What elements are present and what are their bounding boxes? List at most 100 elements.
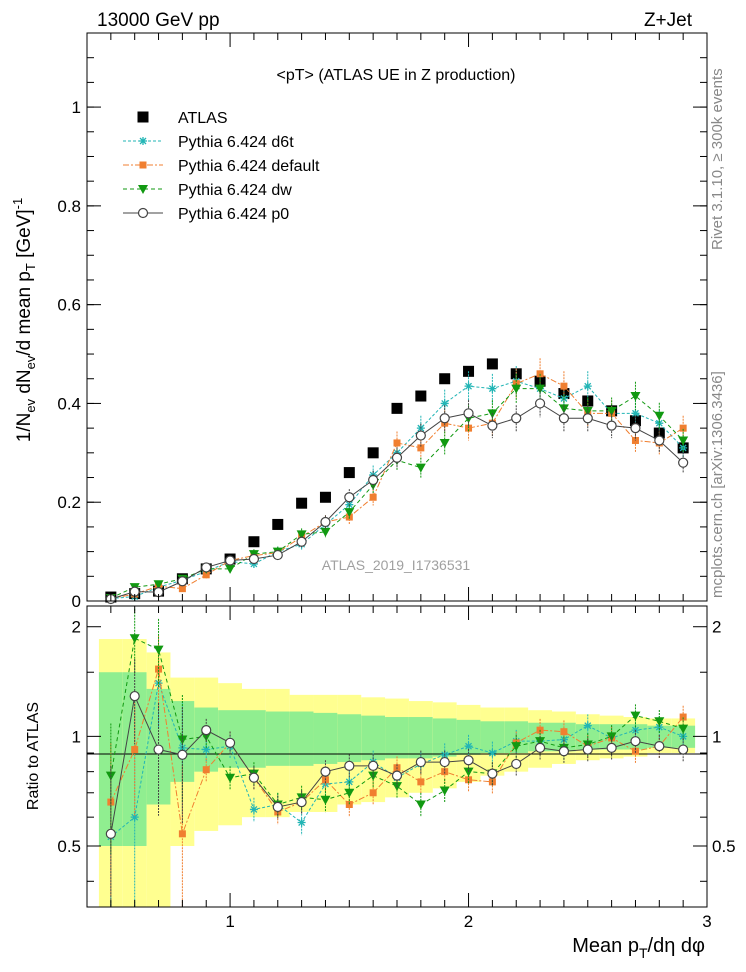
- legend-label-p0: Pythia 6.424 p0: [178, 206, 289, 223]
- main-point-default: [369, 493, 377, 501]
- ratio-point-dw: [654, 717, 665, 727]
- main-point-default: [202, 571, 210, 579]
- y-tick-label: 0.8: [57, 197, 81, 216]
- legend-label-dw: Pythia 6.424 dw: [178, 182, 292, 199]
- main-point-dw: [606, 406, 617, 416]
- ratio-point-dw: [630, 711, 641, 721]
- ratio-point-default: [417, 778, 425, 786]
- main-point-p0: [606, 420, 617, 431]
- ratio-inner-band: [313, 712, 338, 764]
- ratio-panel-ticks: 0.5 0.5 1 1 2 2 1 2 3: [57, 606, 736, 931]
- ratio-point-p0: [177, 749, 188, 760]
- y-tick-label-right: 0.5: [712, 837, 736, 856]
- main-point-d6t: [464, 382, 473, 391]
- square-icon: [139, 161, 147, 169]
- ratio-inner-band: [432, 718, 457, 757]
- ratio-point-dw: [201, 732, 212, 742]
- x-tick-label: 1: [225, 912, 234, 931]
- ratio-point-p0: [487, 768, 498, 779]
- ratio-point-p0: [630, 736, 641, 747]
- ratio-point-dw: [177, 735, 188, 745]
- ratio-point-p0: [153, 744, 164, 755]
- main-point-p0: [511, 413, 522, 424]
- main-y-axis-label: 1/Nev dNev/d mean pT [GeV]-1: [10, 198, 38, 443]
- y-tick-label: 1: [72, 727, 81, 746]
- ratio-point-dw: [439, 786, 450, 796]
- ratio-point-p0: [105, 828, 116, 839]
- main-point-p0: [534, 398, 546, 409]
- main-point-atlas: [272, 518, 284, 530]
- open-circle-icon: [137, 207, 149, 219]
- main-point-atlas: [296, 497, 308, 509]
- main-point-p0: [320, 516, 331, 528]
- main-point-atlas: [391, 402, 403, 414]
- main-point-p0: [201, 562, 212, 573]
- y-tick-label: 0.6: [57, 296, 81, 315]
- main-point-p0: [582, 413, 593, 424]
- ratio-inner-band: [480, 721, 505, 754]
- main-point-p0: [224, 555, 236, 566]
- side-text-bottom: mcplots.cern.ch [arXiv:1306.3436]: [709, 371, 726, 598]
- ratio-point-dw: [320, 795, 331, 805]
- ratio-point-p0: [558, 746, 570, 757]
- ratio-point-p0: [248, 772, 260, 783]
- ratio-point-default: [345, 800, 353, 808]
- y-tick-label: 2: [72, 618, 81, 637]
- main-point-atlas: [439, 373, 451, 385]
- header-left: 13000 GeV pp: [97, 10, 220, 31]
- ratio-panel-series: [105, 608, 689, 907]
- main-point-p0: [487, 420, 498, 431]
- ratio-point-p0: [415, 756, 426, 768]
- main-point-p0: [177, 576, 188, 587]
- ratio-point-p0: [129, 690, 140, 702]
- ratio-inner-band: [385, 717, 409, 759]
- ratio-point-d6t: [130, 813, 139, 822]
- x-tick-label: 2: [464, 912, 473, 931]
- ratio-point-dw: [678, 724, 689, 734]
- analysis-label: ATLAS_2019_I1736531: [322, 557, 471, 573]
- ratio-point-dw: [225, 773, 236, 783]
- ratio-point-p0: [511, 758, 522, 770]
- main-panel-series: [105, 358, 689, 605]
- down-triangle-icon: [138, 185, 148, 194]
- ratio-inner-band: [361, 715, 386, 761]
- main-point-dw: [511, 384, 522, 394]
- main-point-p0: [678, 457, 689, 468]
- ratio-point-d6t: [583, 721, 592, 730]
- ratio-point-p0: [320, 766, 331, 777]
- y-tick-label-right: 2: [712, 618, 721, 637]
- ratio-point-p0: [201, 725, 212, 736]
- ratio-point-dw: [535, 737, 546, 747]
- main-point-p0: [368, 474, 379, 486]
- main-point-p0: [415, 430, 426, 441]
- main-panel-ticks: 0 0.2 0.4 0.6 0.8 1: [57, 33, 708, 611]
- ratio-point-p0: [224, 737, 236, 748]
- ratio-point-default: [679, 713, 687, 721]
- main-point-p0: [630, 423, 641, 434]
- main-point-dw: [535, 384, 546, 394]
- y-tick-label: 0.2: [57, 493, 81, 512]
- y-tick-label-right: 1: [712, 727, 721, 746]
- main-point-p0: [463, 408, 474, 419]
- ratio-point-dw: [511, 742, 522, 752]
- ratio-y-axis-label: Ratio to ATLAS: [25, 702, 42, 810]
- main-point-default: [393, 439, 401, 447]
- main-point-default: [560, 382, 568, 390]
- main-point-p0: [272, 549, 283, 561]
- ratio-point-p0: [582, 744, 593, 755]
- ratio-point-p0: [391, 770, 403, 781]
- ratio-point-d6t: [488, 749, 497, 758]
- main-point-dw: [654, 411, 665, 421]
- main-point-atlas: [486, 358, 498, 370]
- y-tick-label: 0.5: [57, 837, 81, 856]
- ratio-point-d6t: [202, 745, 211, 754]
- ratio-point-d6t: [655, 723, 664, 732]
- ratio-inner-band: [337, 714, 362, 763]
- ratio-inner-band: [408, 717, 433, 759]
- ratio-point-default: [155, 665, 163, 673]
- main-point-atlas: [415, 390, 427, 402]
- main-point-dw: [415, 463, 426, 473]
- ratio-inner-band: [242, 710, 266, 768]
- main-point-default: [679, 424, 687, 432]
- y-tick-label: 0.4: [57, 394, 81, 413]
